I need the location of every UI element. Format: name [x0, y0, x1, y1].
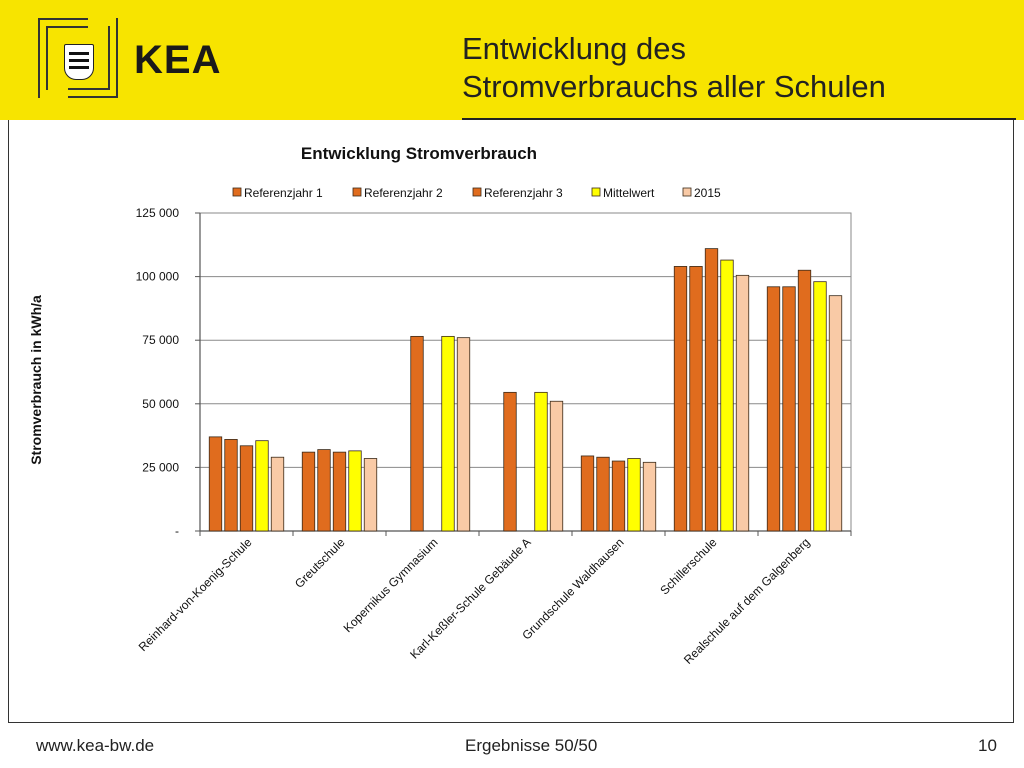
plot-area-border [199, 212, 852, 532]
header-bar: KEA Entwicklung des Stromverbrauchs alle… [0, 0, 1024, 120]
legend-label: Referenzjahr 2 [364, 186, 443, 200]
bar [332, 451, 347, 532]
gridlines [199, 212, 852, 532]
page-title: Entwicklung des Stromverbrauchs aller Sc… [462, 30, 886, 106]
bar [270, 456, 285, 532]
bars [208, 248, 843, 532]
x-tick-label: Greutschule [292, 535, 348, 591]
footer-center-text: Ergebnisse 50/50 [465, 736, 598, 755]
y-tick-label: 75 000 [142, 333, 179, 347]
logo-frame [38, 18, 118, 98]
page-title-line-1: Entwicklung des [462, 31, 687, 66]
x-tick-label: Reinhard-von-Koenig-Schule [136, 535, 255, 654]
y-tick-label: 25 000 [142, 460, 179, 474]
bar [766, 286, 781, 532]
y-tick-label: - [175, 524, 179, 538]
x-tick-label: Kopernikus Gymnasium [341, 535, 441, 635]
legend-label: Mittelwert [603, 186, 655, 200]
y-tick-label: 100 000 [136, 270, 180, 284]
bar [580, 455, 595, 532]
bar [363, 458, 378, 532]
bar [704, 248, 719, 532]
bar [611, 460, 626, 532]
x-axis-ticks: Reinhard-von-Koenig-Schule GreutschuleKop… [136, 531, 852, 667]
x-tick-label: Schillerschule [657, 535, 719, 597]
bar [208, 436, 223, 532]
chart-title: Entwicklung Stromverbrauch [301, 144, 537, 163]
bar [689, 266, 703, 532]
logo-text: KEA [134, 38, 222, 82]
bar [239, 445, 254, 532]
bar [828, 295, 843, 532]
legend-swatch [682, 187, 692, 197]
bar [255, 440, 269, 532]
bar [596, 456, 610, 532]
y-axis-ticks: - 25 000 50 000 75 000 100 000 125 000 [136, 206, 200, 538]
bar [549, 400, 564, 532]
bar [317, 449, 331, 532]
legend-label: Referenzjahr 3 [484, 186, 563, 200]
x-tick-label: Grundschule Waldhausen [519, 535, 626, 642]
bar [782, 286, 796, 532]
bar [301, 451, 316, 532]
legend-label: 2015 [694, 186, 721, 200]
legend-swatch [472, 187, 482, 197]
bar [224, 439, 238, 532]
bar [441, 335, 455, 532]
legend-swatch [232, 187, 242, 197]
chart-legend: Referenzjahr 1 Referenzjahr 2 Referenzjahr… [232, 186, 721, 200]
y-tick-label: 50 000 [142, 397, 179, 411]
bar [673, 266, 688, 532]
bar [503, 391, 517, 532]
page-number: 10 [978, 736, 997, 755]
bar [720, 259, 734, 532]
footer-url[interactable]: www.kea-bw.de [36, 736, 155, 755]
bar [627, 458, 641, 532]
bar [642, 461, 657, 532]
bar [797, 269, 812, 532]
legend-label: Referenzjahr 1 [244, 186, 323, 200]
bar [456, 337, 471, 532]
bar [813, 281, 827, 532]
bar [348, 450, 362, 532]
legend-swatch [591, 187, 601, 197]
page-title-line-2: Stromverbrauchs aller Schulen [462, 69, 886, 104]
coat-of-arms-icon [64, 44, 94, 80]
bar [410, 335, 424, 532]
bar [735, 274, 750, 532]
legend-swatch [352, 187, 362, 197]
y-axis-label: Stromverbrauch in kWh/a [28, 295, 44, 465]
bar [534, 391, 548, 532]
header-divider [462, 118, 1016, 120]
y-tick-label: 125 000 [136, 206, 180, 220]
